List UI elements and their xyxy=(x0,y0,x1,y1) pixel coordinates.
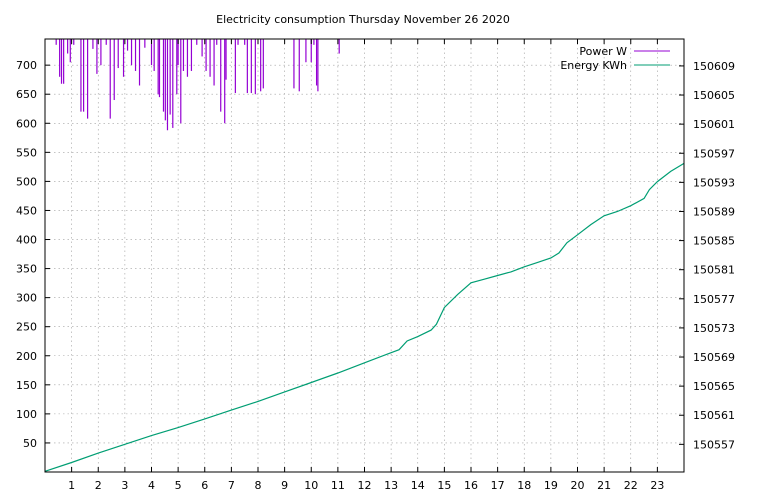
y-right-tick-label: 150581 xyxy=(693,264,735,277)
y-right-tick-label: 150569 xyxy=(693,351,735,364)
y-left-tick-label: 300 xyxy=(16,292,37,305)
y-left-tick-label: 350 xyxy=(16,263,37,276)
legend-label-power: Power W xyxy=(579,45,627,58)
y-left-tick-label: 200 xyxy=(16,350,37,363)
x-tick-label: 12 xyxy=(358,479,372,492)
legend-label-energy: Energy KWh xyxy=(560,59,627,72)
y-left-tick-label: 450 xyxy=(16,204,37,217)
x-tick-label: 9 xyxy=(281,479,288,492)
y-right-tick-label: 150601 xyxy=(693,118,735,131)
y-left-tick-label: 50 xyxy=(23,437,37,450)
x-tick-label: 18 xyxy=(517,479,531,492)
x-tick-label: 3 xyxy=(121,479,128,492)
y-left-tick-label: 100 xyxy=(16,408,37,421)
x-tick-label: 2 xyxy=(95,479,102,492)
x-tick-label: 20 xyxy=(571,479,585,492)
y-left-tick-label: 650 xyxy=(16,88,37,101)
x-tick-label: 22 xyxy=(624,479,638,492)
x-tick-label: 10 xyxy=(304,479,318,492)
y-left-tick-label: 550 xyxy=(16,146,37,159)
y-right-tick-label: 150609 xyxy=(693,60,735,73)
x-tick-label: 7 xyxy=(228,479,235,492)
y-right-tick-label: 150557 xyxy=(693,438,735,451)
y-right-tick-label: 150573 xyxy=(693,322,735,335)
x-tick-label: 19 xyxy=(544,479,558,492)
y-right-tick-label: 150597 xyxy=(693,147,735,160)
energy-line xyxy=(44,162,685,472)
x-tick-label: 13 xyxy=(384,479,398,492)
x-tick-label: 5 xyxy=(175,479,182,492)
y-right-tick-label: 150593 xyxy=(693,176,735,189)
y-right-tick-label: 150561 xyxy=(693,409,735,422)
x-tick-label: 15 xyxy=(437,479,451,492)
legend: Power W Energy KWh xyxy=(560,45,670,72)
y-right-tick-label: 150565 xyxy=(693,380,735,393)
y-left-tick-label: 500 xyxy=(16,175,37,188)
y-left-tick-label: 700 xyxy=(16,59,37,72)
x-tick-label: 4 xyxy=(148,479,155,492)
x-tick-label: 23 xyxy=(650,479,664,492)
y-left-tick-label: 250 xyxy=(16,321,37,334)
x-tick-label: 8 xyxy=(255,479,262,492)
x-tick-label: 17 xyxy=(491,479,505,492)
grid-lines xyxy=(45,39,684,472)
y-left-tick-label: 600 xyxy=(16,117,37,130)
y-left-tick-label: 400 xyxy=(16,234,37,247)
x-tick-label: 11 xyxy=(331,479,345,492)
y-right-tick-label: 150589 xyxy=(693,205,735,218)
y-right-tick-label: 150585 xyxy=(693,235,735,248)
power-series xyxy=(55,39,340,131)
x-tick-label: 6 xyxy=(201,479,208,492)
x-tick-label: 14 xyxy=(411,479,425,492)
x-tick-label: 1 xyxy=(68,479,75,492)
chart-title: Electricity consumption Thursday Novembe… xyxy=(216,13,510,26)
y-right-tick-label: 150577 xyxy=(693,293,735,306)
x-tick-label: 21 xyxy=(597,479,611,492)
x-tick-label: 16 xyxy=(464,479,478,492)
axis-ticks: 1 2 3 4 5 6 7 8 9 10 11 12 13 14 15 16 17 18 19 20 21 22 23501… xyxy=(16,39,735,492)
y-left-tick-label: 150 xyxy=(16,379,37,392)
y-right-tick-label: 150605 xyxy=(693,89,735,102)
energy-series xyxy=(44,162,685,472)
